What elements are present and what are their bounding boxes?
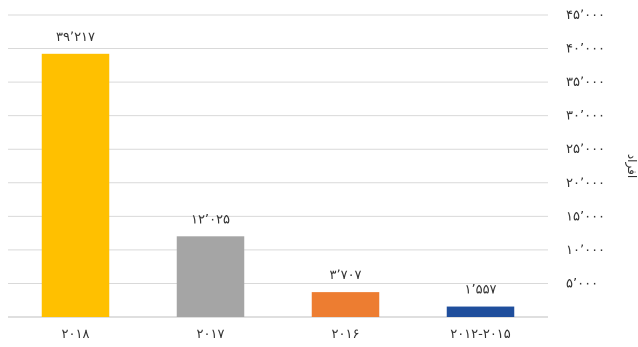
y-tick-label: ۲۰٬۰۰۰: [566, 176, 605, 191]
bar-2016: [311, 292, 380, 317]
bars: [41, 53, 515, 317]
x-tick-label: ۲۰۱۶: [332, 327, 360, 342]
bar-2012-2015: [446, 306, 515, 317]
y-tick-label: ۲۵٬۰۰۰: [566, 142, 605, 157]
data-label: ۱۲٬۰۲۵: [191, 212, 230, 227]
y-tick-label: ۳۰٬۰۰۰: [566, 109, 605, 124]
data-label: ۳٬۷۰۷: [329, 268, 361, 283]
y-tick-label: ۳۵٬۰۰۰: [566, 75, 605, 90]
y-tick-label: ۴۰٬۰۰۰: [566, 42, 605, 57]
data-label: ۳۹٬۲۱۷: [56, 30, 95, 45]
bar-2017: [176, 236, 245, 317]
y-tick-label: ۵٬۰۰۰: [566, 276, 598, 291]
x-axis-ticks: ۲۰۱۸ ۲۰۱۷ ۲۰۱۶ ۲۰۱۲-۲۰۱۵: [62, 327, 511, 342]
y-axis-title: افراد: [624, 154, 638, 178]
y-tick-label: ۴۵٬۰۰۰: [566, 8, 605, 23]
data-labels: ۳۹٬۲۱۷ ۱۲٬۰۲۵ ۳٬۷۰۷ ۱٬۵۵۷: [56, 30, 496, 298]
x-tick-label: ۲۰۱۸: [62, 327, 90, 342]
data-label: ۱٬۵۵۷: [464, 283, 496, 298]
x-tick-label: ۲۰۱۲-۲۰۱۵: [450, 327, 511, 342]
y-tick-label: ۱۵٬۰۰۰: [566, 209, 605, 224]
x-tick-label: ۲۰۱۷: [197, 327, 225, 342]
y-axis-ticks: ۵٬۰۰۰ ۱۰٬۰۰۰ ۱۵٬۰۰۰ ۲۰٬۰۰۰ ۲۵٬۰۰۰ ۳۰٬۰۰۰ ۳۵٬۰۰…: [566, 8, 605, 291]
bar-2018: [41, 53, 110, 317]
y-tick-label: ۱۰٬۰۰۰: [566, 243, 605, 258]
